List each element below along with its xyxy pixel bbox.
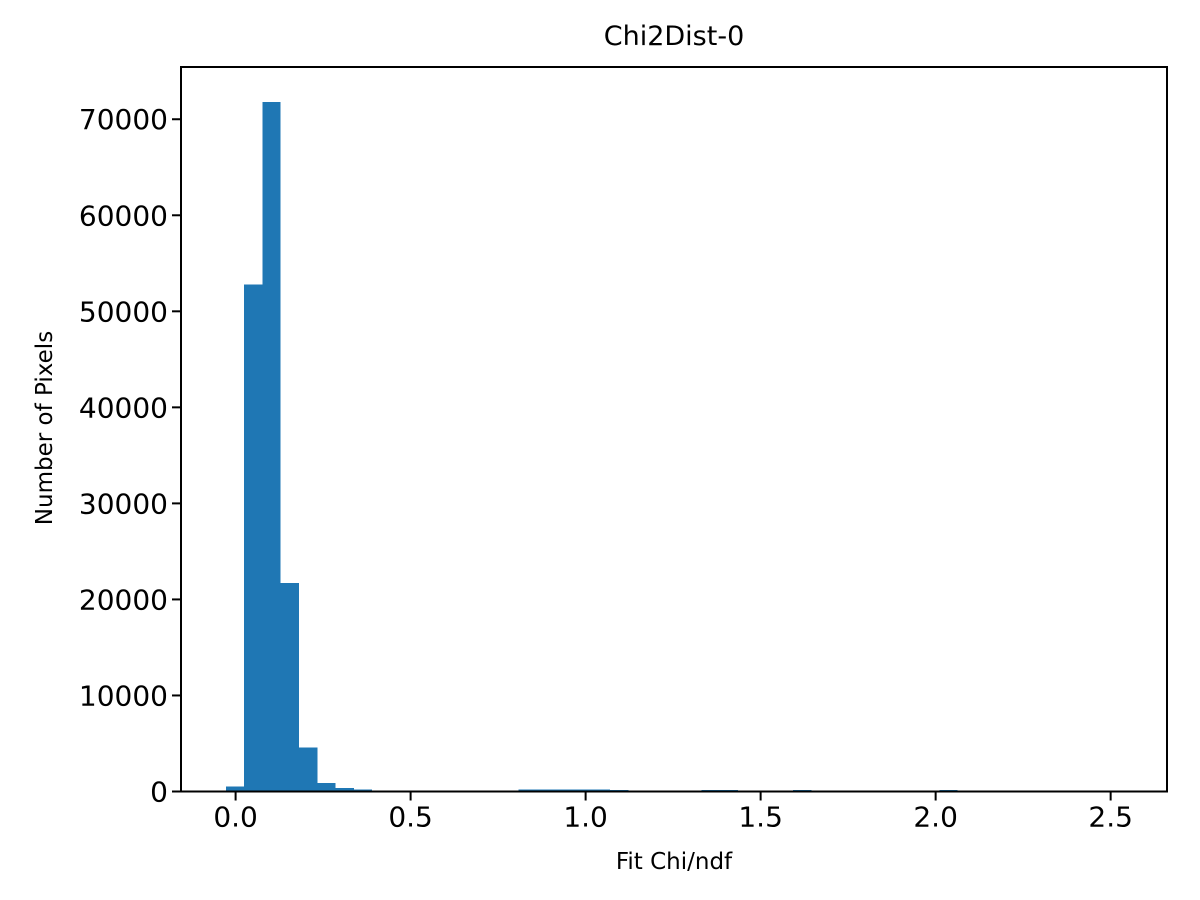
x-tick-label: 0.0: [213, 801, 258, 834]
histogram-bar: [317, 782, 336, 792]
y-tick-label: 40000: [79, 391, 168, 424]
chart-title: Chi2Dist-0: [603, 21, 745, 52]
x-tick-label: 2.5: [1088, 801, 1133, 834]
y-tick-label: 70000: [79, 103, 168, 136]
y-tick-label: 50000: [79, 295, 168, 328]
histogram-bar: [225, 786, 245, 792]
y-tick-label: 10000: [79, 679, 168, 712]
histogram-bar: [244, 284, 263, 792]
y-tick-label: 60000: [79, 199, 168, 232]
y-tick-label: 20000: [79, 583, 168, 616]
x-tick-label: 0.5: [388, 801, 433, 834]
y-tick-label: 0: [150, 776, 168, 809]
histogram-bar: [335, 787, 354, 792]
histogram-bar: [536, 789, 556, 792]
y-tick-label: 30000: [79, 487, 168, 520]
x-tick-label: 1.5: [738, 801, 783, 834]
x-axis-label: Fit Chi/ndf: [615, 849, 733, 875]
x-tick-label: 1.0: [563, 801, 608, 834]
histogram-bar: [262, 101, 281, 792]
histogram-bar: [280, 583, 299, 792]
x-tick-label: 2.0: [913, 801, 958, 834]
histogram-bar: [298, 747, 318, 792]
histogram-bar: [555, 789, 574, 792]
plot-border: [180, 66, 1168, 793]
